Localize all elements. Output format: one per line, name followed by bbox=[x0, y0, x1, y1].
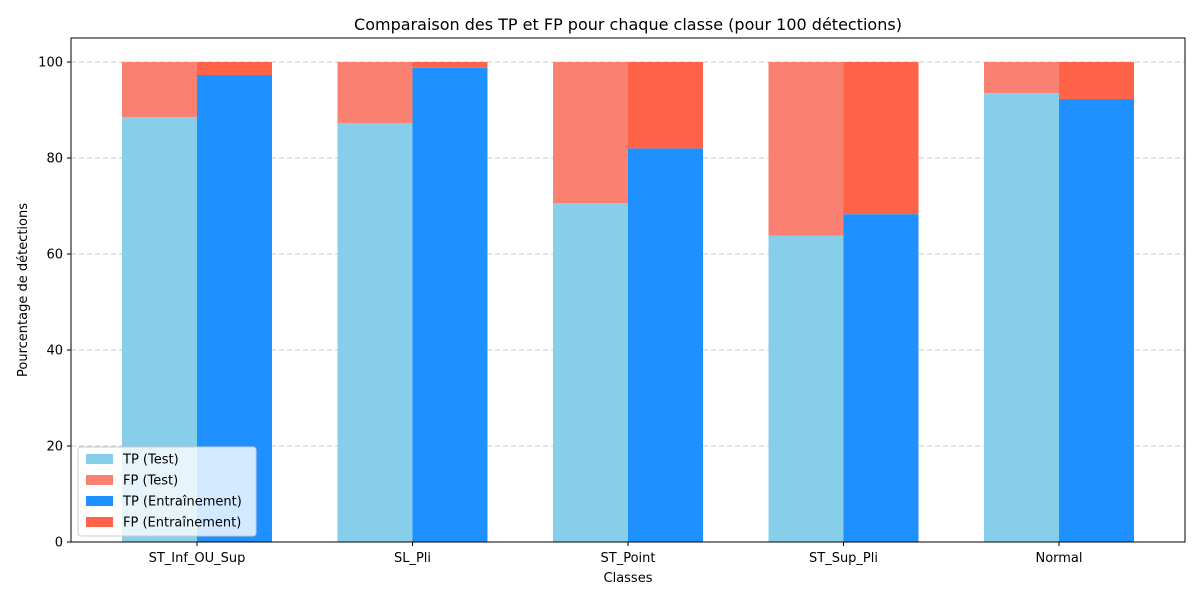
bar-fp-entra-nement-sl_pli bbox=[412, 62, 488, 68]
y-tick-label: 0 bbox=[55, 536, 63, 551]
x-tick-label: ST_Point bbox=[601, 551, 656, 566]
x-axis-ticks: ST_Inf_OU_Sup SL_Pli ST_Point ST_Sup_Pli Nor… bbox=[149, 542, 1083, 566]
y-tick-label: 80 bbox=[46, 152, 63, 167]
bar-fp-entra-nement-st_sup_pli bbox=[843, 62, 919, 215]
legend-swatch bbox=[86, 475, 113, 485]
x-axis-label: Classes bbox=[604, 571, 653, 586]
legend-label: TP (Test) bbox=[122, 453, 179, 468]
bar-tp-entra-nement-normal bbox=[1059, 98, 1134, 543]
y-tick-label: 40 bbox=[46, 344, 63, 359]
bar-fp-test-normal bbox=[984, 62, 1059, 94]
x-tick-label: SL_Pli bbox=[394, 551, 431, 566]
legend-swatch bbox=[86, 517, 113, 527]
bar-tp-entra-nement-sl_pli bbox=[412, 67, 488, 542]
x-tick-label: ST_Inf_OU_Sup bbox=[149, 551, 246, 566]
bar-fp-test-st_point bbox=[553, 62, 628, 204]
bar-fp-test-sl_pli bbox=[337, 62, 413, 123]
bar-fp-entra-nement-st_inf_ou_sup bbox=[197, 62, 272, 75]
legend-label: FP (Entraînement) bbox=[123, 516, 241, 531]
chart-title: Comparaison des TP et FP pour chaque cla… bbox=[354, 15, 902, 34]
bar-tp-test-sl_pli bbox=[337, 122, 413, 543]
legend-label: TP (Entraînement) bbox=[122, 495, 242, 510]
bar-fp-entra-nement-st_point bbox=[628, 62, 703, 149]
bar-tp-entra-nement-st_point bbox=[628, 148, 703, 542]
y-tick-label: 60 bbox=[46, 248, 63, 263]
bars bbox=[122, 62, 1134, 543]
bar-tp-test-st_point bbox=[553, 203, 628, 542]
bar-tp-test-normal bbox=[984, 93, 1059, 542]
legend-label: FP (Test) bbox=[123, 474, 178, 489]
legend-swatch bbox=[86, 454, 113, 464]
x-tick-label: ST_Sup_Pli bbox=[809, 551, 878, 566]
legend: TP (Test) FP (Test) TP (Entraînement) FP (E… bbox=[77, 446, 257, 537]
bar-tp-entra-nement-st_sup_pli bbox=[843, 214, 919, 542]
y-tick-label: 20 bbox=[46, 440, 63, 455]
bar-tp-test-st_sup_pli bbox=[768, 235, 844, 542]
legend-swatch bbox=[86, 496, 113, 506]
legend-box bbox=[77, 446, 257, 537]
bar-fp-test-st_inf_ou_sup bbox=[122, 62, 197, 118]
y-axis-ticks: 0 20 40 60 80 100 bbox=[38, 56, 71, 551]
y-axis-label: Pourcentage de détections bbox=[16, 203, 31, 377]
bar-fp-entra-nement-normal bbox=[1059, 62, 1134, 99]
bar-fp-test-st_sup_pli bbox=[768, 62, 844, 236]
x-tick-label: Normal bbox=[1035, 551, 1082, 566]
y-tick-label: 100 bbox=[38, 56, 63, 71]
